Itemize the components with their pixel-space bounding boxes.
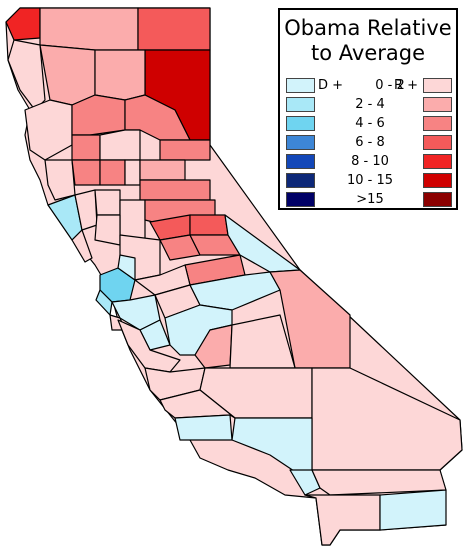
legend-swatch-d-0	[286, 78, 315, 93]
county-lake	[44, 159, 76, 201]
legend-swatch-d-2	[286, 116, 315, 131]
legend-swatch-r-1	[423, 97, 452, 112]
county-shasta	[94, 49, 146, 101]
county-sierra	[159, 139, 211, 161]
legend-swatch-d-6	[286, 192, 315, 207]
county-sacramento	[119, 199, 146, 241]
county-mono	[224, 214, 301, 273]
county-yuba	[124, 159, 141, 186]
county-stanislaus	[134, 264, 191, 296]
county-marin	[71, 229, 93, 263]
legend-democratic-header: D +	[318, 78, 344, 93]
legend-title-line2: to Average	[311, 41, 425, 65]
legend-range-3: 6 - 8	[355, 135, 385, 150]
legend-swatch-r-6	[423, 192, 452, 207]
county-plumas	[124, 94, 191, 141]
legend-swatch-r-4	[423, 154, 452, 169]
legend-swatch-d-1	[286, 97, 315, 112]
county-siskiyou	[39, 7, 139, 51]
legend-range-5: 10 - 15	[346, 173, 394, 188]
legend-title-line1: Obama Relative	[284, 16, 452, 40]
legend-swatch-d-4	[286, 154, 315, 169]
legend-range-1: 2 - 4	[355, 97, 385, 112]
legend-swatch-r-3	[423, 135, 452, 150]
county-yolo	[94, 189, 121, 216]
legend-swatch-d-5	[286, 173, 315, 188]
county-san-diego	[304, 494, 381, 546]
county-humboldt	[7, 39, 46, 111]
legend-range-2: 4 - 6	[355, 116, 385, 131]
legend-range-4: 8 - 10	[351, 154, 389, 169]
legend-swatch-r-0	[423, 78, 452, 93]
legend-swatch-d-3	[286, 135, 315, 150]
county-monterey	[117, 319, 181, 373]
map-legend: Obama Relative to Average D + R + 0 - 2 …	[278, 8, 458, 210]
legend-range-0: 0 - 2	[375, 78, 405, 93]
legend-swatch-r-5	[423, 173, 452, 188]
county-nevada	[139, 159, 186, 181]
county-colusa	[71, 159, 101, 186]
county-tehama	[71, 94, 126, 136]
county-imperial	[379, 489, 447, 531]
legend-swatch-r-2	[423, 116, 452, 131]
county-butte	[99, 129, 141, 161]
legend-range-6: >15	[356, 192, 384, 207]
county-solano	[94, 214, 121, 246]
county-sutter	[99, 159, 126, 186]
county-ventura	[174, 414, 233, 441]
county-modoc	[137, 7, 211, 51]
county-placer	[139, 179, 211, 201]
county-riverside	[311, 469, 447, 496]
legend-title: Obama Relative to Average	[280, 16, 456, 66]
county-glenn	[71, 134, 101, 161]
legend-republican-header: R +	[394, 78, 419, 93]
county-alpine	[189, 214, 229, 236]
county-contra-costa	[117, 254, 136, 281]
